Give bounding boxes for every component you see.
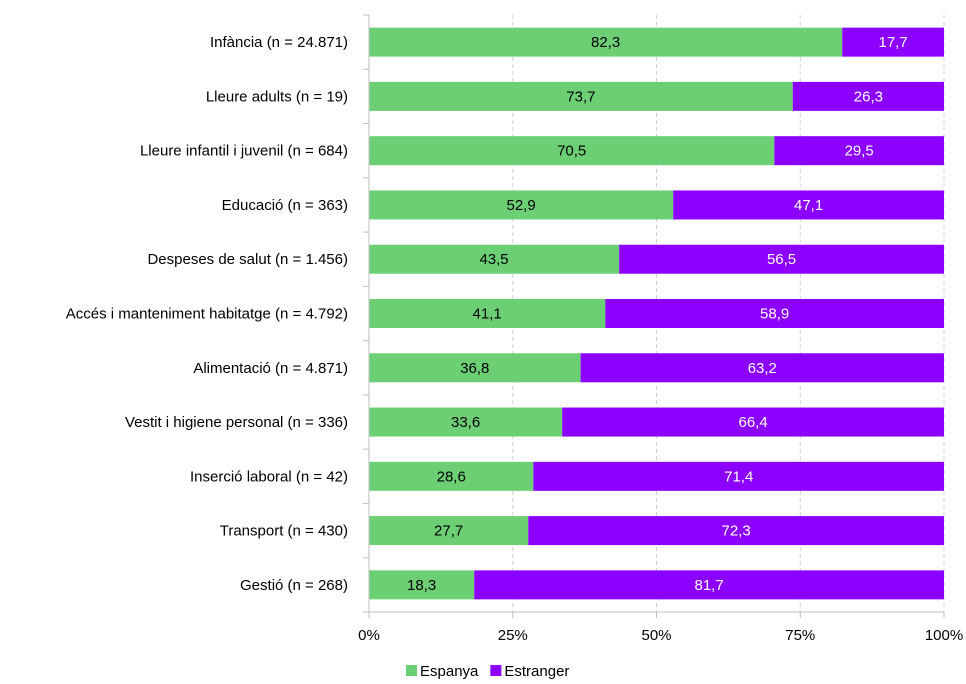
legend-swatch-estranger [490,665,502,676]
data-label: 27,7 [434,523,463,540]
bar-espanya [369,27,843,57]
bar-estranger [619,244,944,274]
data-label: 72,3 [722,523,751,540]
bar-estranger [605,299,944,328]
legend-swatch-espanya [406,665,417,676]
category-label: Transport (n = 430) [220,523,348,540]
bar-espanya [369,136,775,166]
x-tick-label: 50% [641,627,671,644]
x-tick-label: 75% [785,627,815,644]
x-tick-label: 100% [925,627,963,644]
bar-espanya [369,353,581,383]
bar-estranger [673,190,944,220]
data-label: 73,7 [566,88,595,105]
bar-espanya [369,516,529,546]
bar-espanya [369,570,475,600]
bar-espanya [369,299,606,328]
data-label: 52,9 [506,197,535,214]
category-label: Inserció laboral (n = 42) [190,468,348,485]
bar-estranger [774,136,944,166]
data-label: 36,8 [460,360,489,377]
category-label: Educació (n = 363) [222,197,348,214]
bar-espanya [369,244,620,274]
data-label: 43,5 [479,251,508,268]
data-label: 81,7 [695,577,724,594]
data-label: 41,1 [473,306,502,323]
bar-estranger [580,353,944,383]
legend-label-espanya: Espanya [420,663,479,680]
category-label: Gestió (n = 268) [240,577,348,594]
bars [369,27,944,600]
data-label: 63,2 [748,360,777,377]
category-label: Despeses de salut (n = 1.456) [147,251,348,268]
legend: Espanya Estranger [406,663,569,680]
data-label: 66,4 [738,414,767,431]
labels: 82,3 17,7 Infància (n = 24.871) 73,7 26,3 Lle… [66,34,963,644]
bar-estranger [792,81,944,111]
category-label: Vestit i higiene personal (n = 336) [125,414,348,431]
data-label: 70,5 [557,143,586,160]
data-label: 58,9 [760,306,789,323]
bar-espanya [369,190,674,220]
data-label: 33,6 [451,414,480,431]
bar-estranger [562,407,944,437]
data-label: 56,5 [767,251,796,268]
data-label: 26,3 [854,88,883,105]
data-label: 82,3 [591,34,620,51]
bar-espanya [369,407,563,437]
x-tick-label: 25% [498,627,528,644]
data-label: 71,4 [724,468,753,485]
category-label: Alimentació (n = 4.871) [193,360,348,377]
legend-label-estranger: Estranger [504,663,569,680]
bar-estranger [474,570,944,600]
data-label: 47,1 [794,197,823,214]
bar-estranger [528,516,944,546]
bar-espanya [369,461,534,491]
category-label: Accés i manteniment habitatge (n = 4.792… [66,306,348,323]
data-label: 28,6 [437,468,466,485]
bar-estranger [842,27,944,57]
data-label: 29,5 [845,143,874,160]
data-label: 17,7 [879,34,908,51]
data-label: 18,3 [407,577,436,594]
category-label: Lleure infantil i juvenil (n = 684) [140,143,348,160]
category-label: Lleure adults (n = 19) [206,88,348,105]
category-label: Infància (n = 24.871) [210,34,348,51]
bar-estranger [533,461,944,491]
axes [363,14,945,618]
gridlines [512,15,945,612]
bar-espanya [369,81,793,111]
x-tick-label: 0% [358,627,380,644]
